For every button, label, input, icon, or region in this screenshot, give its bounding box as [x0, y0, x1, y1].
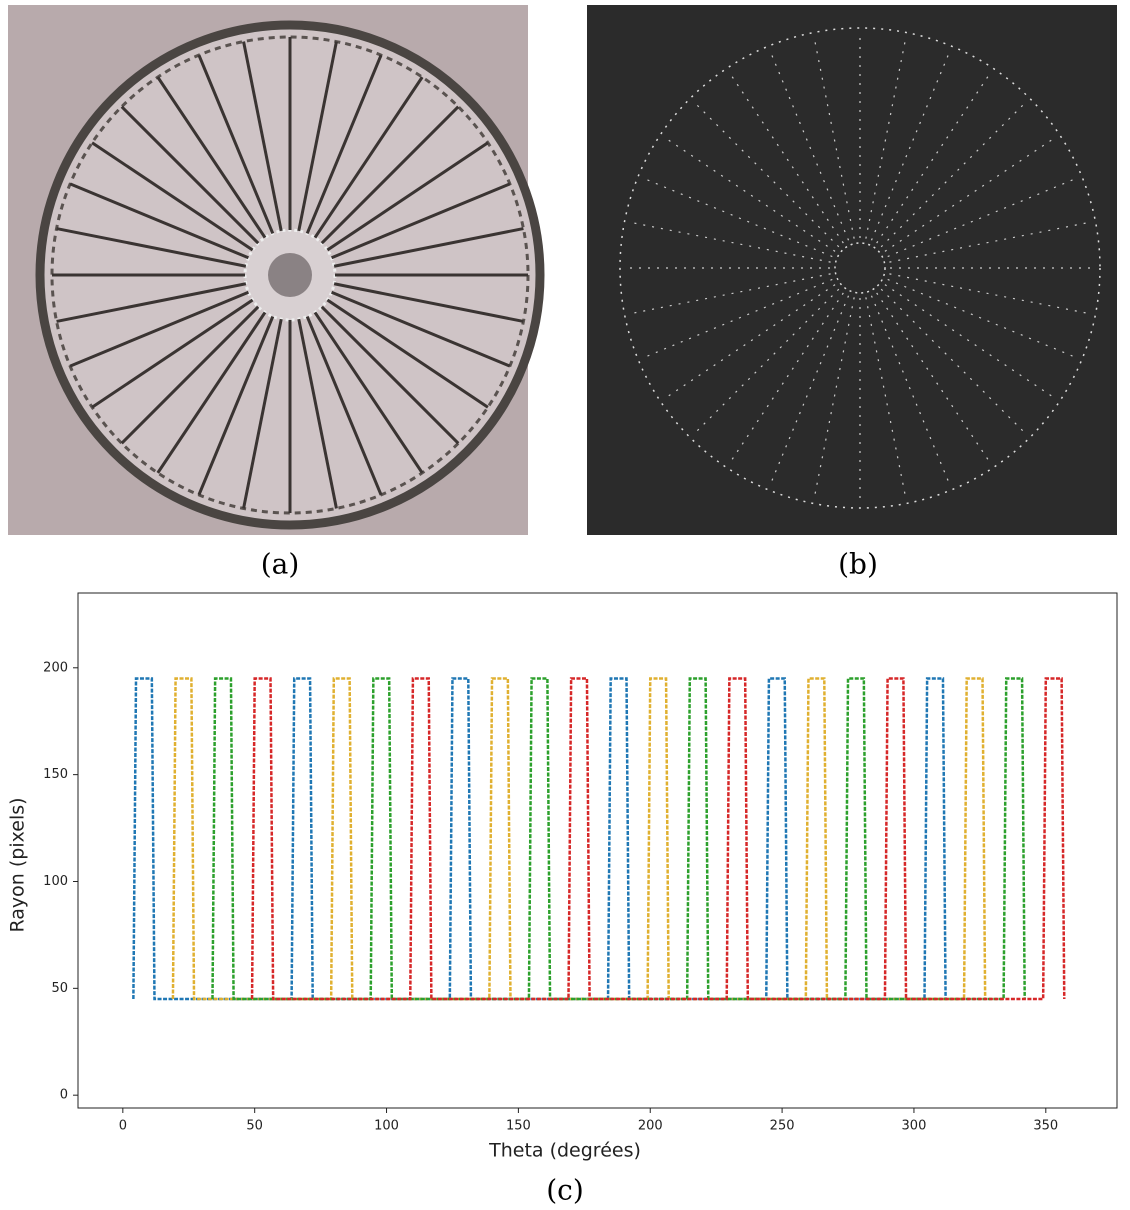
y-tick-label: 0 [60, 1088, 68, 1103]
diatom-photo [8, 5, 540, 535]
x-tick-label: 150 [506, 1119, 531, 1134]
y-tick-label: 50 [51, 981, 68, 996]
plot-frame [78, 593, 1117, 1108]
y-axis-label: Rayon (pixels) [7, 797, 29, 932]
x-axis-label: Theta (degrées) [488, 1140, 641, 1162]
diatom-core [268, 253, 312, 297]
x-tick-label: 250 [770, 1119, 795, 1134]
y-tick-label: 200 [43, 660, 68, 675]
x-tick-label: 100 [374, 1119, 399, 1134]
x-tick-label: 50 [246, 1119, 263, 1134]
series-line [252, 678, 1064, 999]
y-tick-label: 100 [43, 874, 68, 889]
edge-background [587, 5, 1117, 535]
edge-image [587, 5, 1117, 535]
x-tick-label: 350 [1033, 1119, 1058, 1134]
x-tick-label: 300 [902, 1119, 927, 1134]
figure: (a) (b) (c) Theta (degrées) Rayon (pixel… [0, 0, 1130, 1210]
x-tick-label: 0 [119, 1119, 127, 1134]
x-tick-label: 200 [638, 1119, 663, 1134]
caption: (a) [261, 548, 300, 581]
caption: (c) [546, 1174, 584, 1207]
y-tick-label: 150 [43, 767, 68, 782]
caption: (b) [838, 548, 878, 581]
